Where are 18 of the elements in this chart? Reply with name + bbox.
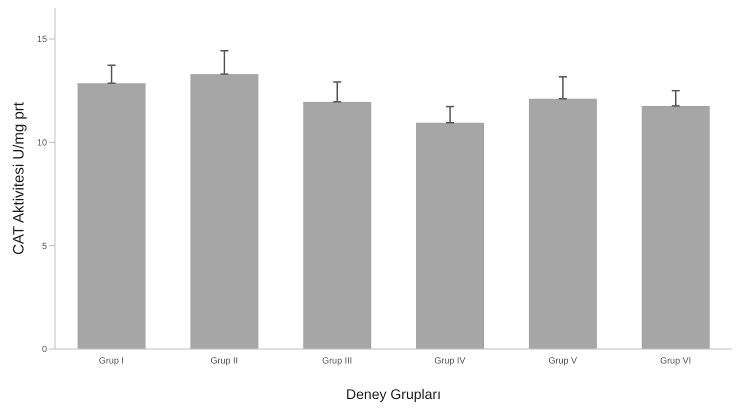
y-tick-label: 10 bbox=[36, 138, 47, 148]
bar bbox=[190, 74, 258, 349]
bar bbox=[303, 102, 372, 349]
bar bbox=[528, 98, 597, 349]
y-tick-label: 0 bbox=[42, 344, 47, 354]
y-axis-title: CAT Aktivitesi U/mg prt bbox=[10, 101, 28, 255]
x-tick-label: Grup IV bbox=[434, 355, 466, 366]
x-tick-label: Grup V bbox=[548, 355, 578, 366]
x-axis-title: Deney Grupları bbox=[346, 386, 441, 402]
x-tick-label: Grup II bbox=[210, 355, 238, 366]
x-tick-label: Grup VI bbox=[660, 355, 692, 366]
y-tick-label: 5 bbox=[42, 240, 47, 251]
bar bbox=[416, 122, 484, 349]
bar bbox=[642, 106, 710, 349]
bar bbox=[78, 83, 146, 349]
y-tick-label: 15 bbox=[36, 34, 47, 44]
x-tick-label: Grup III bbox=[322, 355, 352, 366]
x-tick-label: Grup I bbox=[98, 355, 124, 366]
